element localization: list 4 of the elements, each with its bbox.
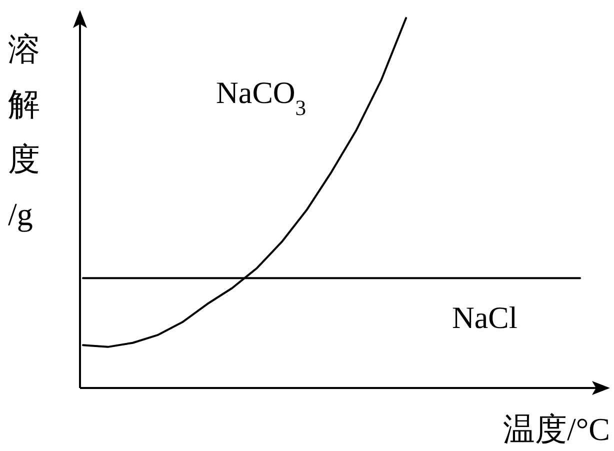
x-axis-title: 温度/°C xyxy=(502,411,610,447)
series-label: NaCO$_{3}$ xyxy=(216,75,306,120)
y-axis-title: 溶解度/g xyxy=(8,31,40,232)
series-label: NaCl xyxy=(452,300,518,336)
